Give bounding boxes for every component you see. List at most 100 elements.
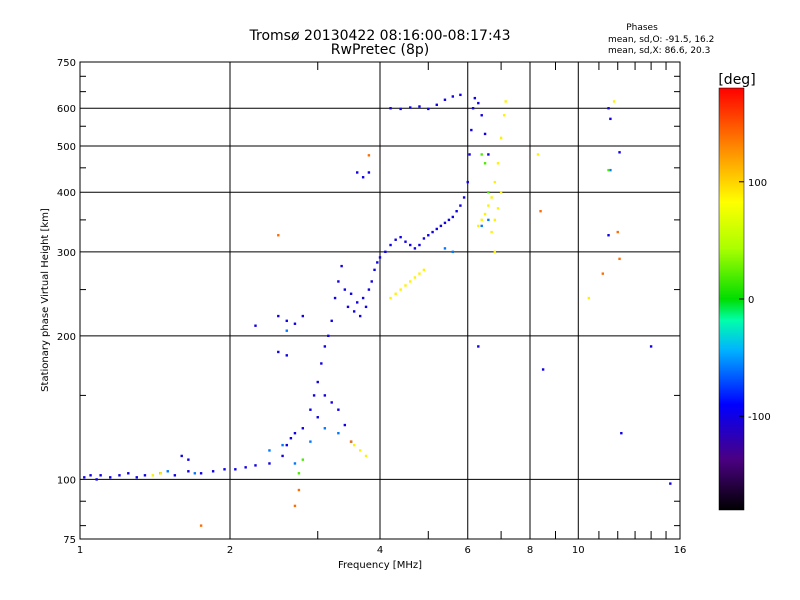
data-point [193,472,197,475]
data-point [504,100,507,103]
data-point [293,431,297,435]
y-tick-label: 600 [57,104,76,115]
data-point [378,256,382,259]
data-point [493,218,497,222]
data-point [327,334,330,338]
data-point [418,272,421,275]
data-point [451,250,455,254]
data-point [616,230,619,234]
data-point [199,524,203,527]
data-point [607,234,610,237]
data-point [413,276,417,279]
data-point [496,162,500,165]
data-point [480,218,483,222]
data-point [431,230,434,234]
x-tick-label: 1 [77,545,83,556]
data-point [343,423,347,427]
data-point [541,368,545,371]
data-point [323,345,327,348]
data-point [502,114,506,117]
y-tick-label: 300 [57,248,76,259]
data-point [367,154,371,157]
data-point [361,176,365,179]
data-point [223,468,226,471]
data-point [187,458,190,461]
data-point [451,95,455,98]
data-point [83,476,86,479]
data-point [480,153,483,156]
data-point [355,171,359,174]
x-axis: 1 2 4 6 8 10 16 [77,62,687,556]
data-point [277,234,280,237]
data-point [618,151,621,154]
data-point [404,284,407,287]
data-point [293,322,297,325]
phase-mean-x: mean, sd,X: 86.6, 20.3 [608,46,710,56]
data-point [127,472,130,475]
data-point [373,268,376,272]
data-point [477,345,480,348]
data-point [587,296,591,300]
data-point [358,449,362,452]
data-point [301,427,305,430]
y-axis: 75 100 200 300 400 500 600 750 [57,58,680,546]
data-point [443,247,447,250]
data-point [312,394,316,397]
data-point [277,314,280,318]
data-point [352,310,356,313]
data-point [607,168,610,172]
data-point [355,301,359,304]
data-point [487,218,490,222]
colorbar-ticks: 100 0 -100 [739,178,771,423]
data-point [118,474,121,477]
data-point [399,288,402,291]
data-point [285,354,288,357]
data-point [470,128,473,132]
data-point [151,474,155,477]
data-point [607,107,610,110]
data-point [211,470,215,473]
data-point [487,191,490,194]
data-point [620,431,623,435]
data-point [447,218,451,222]
data-point [361,296,365,300]
data-point [285,443,288,447]
data-point [95,478,98,481]
data-point [367,171,371,174]
data-point [159,472,162,475]
data-point [109,476,112,479]
y-tick-label: 500 [57,142,76,153]
colorbar-tick-label: -100 [748,412,771,423]
data-point [609,168,612,172]
data-point [293,504,297,508]
data-point [487,204,490,207]
data-point [483,132,487,136]
data-point [609,117,612,121]
data-point [364,454,368,458]
data-point [309,440,312,443]
x-tick-label: 6 [465,545,471,556]
data-point [468,153,471,156]
data-point [268,462,271,465]
x-tick-label: 16 [674,545,687,556]
colorbar-tick-label: 100 [748,178,767,189]
data-point [180,454,183,458]
y-tick-label: 750 [57,58,76,69]
data-point [480,114,483,117]
data-point [268,449,271,452]
data-point [539,209,542,213]
data-point [316,380,319,384]
data-point [293,462,297,465]
data-point [301,458,305,461]
data-point [443,98,447,101]
data-point [277,350,280,354]
data-point [316,416,319,419]
data-point [297,488,301,492]
data-point [323,394,327,397]
data-point [493,250,497,254]
data-point [234,468,237,471]
data-point [466,180,469,184]
data-point [418,105,421,108]
data-point [427,107,430,111]
data-point [536,153,540,156]
